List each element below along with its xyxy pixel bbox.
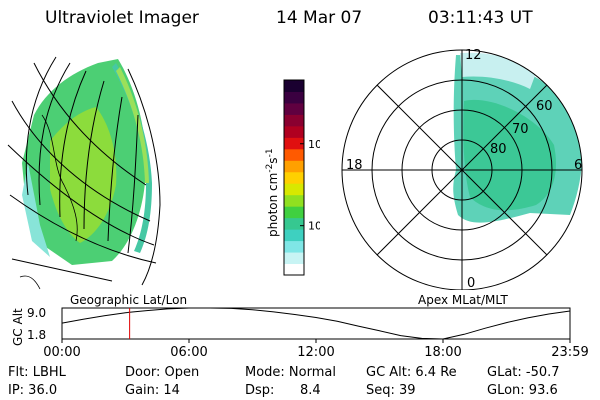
colorbar-block <box>284 125 304 138</box>
timeline-ytick-min: 1.8 <box>27 328 46 342</box>
colorbar-block <box>284 217 304 230</box>
mlat-label-70: 70 <box>512 122 529 137</box>
colorbar-blocks <box>284 80 304 276</box>
colorbar-block <box>284 263 304 276</box>
colorbar-frame <box>283 79 305 276</box>
colorbar-block <box>284 148 304 161</box>
aurora-emission-core <box>50 107 117 243</box>
colorbar-tick-label: 10 <box>308 220 320 233</box>
colorbar-block <box>284 229 304 242</box>
timeline-xtick-label: 18:00 <box>424 345 461 360</box>
colorbar-block <box>284 252 304 265</box>
colorbar-block <box>284 194 304 207</box>
timeline-xtick-labels: 00:00 06:00 12:00 18:00 23:59 <box>43 345 588 360</box>
timeline-xtick-label: 00:00 <box>43 345 80 360</box>
mlt-label-18: 18 <box>346 158 363 173</box>
gain-field: Gain: 14 <box>125 383 180 398</box>
geographic-projection-label: Geographic Lat/Lon <box>70 293 188 307</box>
color-scale-bar: 100 10 photon cm-2s-1 <box>265 79 320 276</box>
mode-field: Mode: Normal <box>245 365 336 380</box>
seq-field: Seq: 39 <box>366 383 416 398</box>
lat-lon-grid <box>7 56 161 290</box>
colorbar-block <box>284 240 304 253</box>
colorbar-block <box>284 91 304 104</box>
colorbar-block <box>284 137 304 150</box>
door-field: Door: Open <box>125 365 200 380</box>
aurora-oval-fringe <box>460 52 536 89</box>
geographic-image <box>7 56 161 290</box>
aurora-oval-core <box>463 99 556 211</box>
image-date: 14 Mar 07 <box>276 8 363 28</box>
colorbar-block <box>284 183 304 196</box>
colorbar-block <box>284 102 304 115</box>
colorbar-ticks: 100 10 <box>300 138 320 233</box>
mlt-label-12: 12 <box>465 48 482 63</box>
apex-projection-label: Apex MLat/MLT <box>418 293 508 307</box>
gc-alt-field: GC Alt: 6.4 Re <box>366 365 457 380</box>
polar-grid <box>341 49 583 290</box>
timeline-ytick-max: 9.0 <box>27 306 46 320</box>
colorbar-tick-label: 100 <box>308 138 320 151</box>
colorbar-block <box>284 160 304 173</box>
mlt-label-6: 6 <box>574 158 582 173</box>
timeline-xticks-marks <box>61 339 571 343</box>
image-time: 03:11:43 UT <box>428 8 533 28</box>
timeline-xtick-label: 06:00 <box>170 345 207 360</box>
dsp-label: Dsp: <box>245 383 275 398</box>
colorbar-block <box>284 171 304 184</box>
mlt-label-0: 0 <box>467 276 475 290</box>
dsp-value: 8.4 <box>300 383 321 398</box>
instrument-title: Ultraviolet Imager <box>45 8 199 28</box>
timeline-xtick-label: 12:00 <box>297 345 334 360</box>
colorbar-block <box>284 206 304 219</box>
aurora-emission-edge <box>22 163 50 257</box>
colorbar-block <box>284 114 304 127</box>
filter-field: Flt: LBHL <box>8 365 66 380</box>
glat-field: GLat: -50.7 <box>487 365 560 380</box>
mlat-label-60: 60 <box>536 99 553 114</box>
altitude-timeline-chart: GC Alt 9.0 1.8 00:00 06:00 12:00 18:00 23:59 <box>11 306 589 360</box>
mlat-label-80: 80 <box>490 142 507 157</box>
colorbar-unit-label: photon cm-2s-1 <box>265 148 280 237</box>
aurora-emission-arc-inner <box>116 67 149 183</box>
glon-field: GLon: 93.6 <box>487 383 558 398</box>
colorbar-block <box>284 80 304 92</box>
timeline-ylabel: GC Alt <box>11 308 25 346</box>
ip-field: IP: 36.0 <box>8 383 58 398</box>
timeline-xtick-label: 23:59 <box>551 345 588 360</box>
altitude-series-line <box>61 307 571 340</box>
polar-mlat-mlt-plot: 12 18 6 0 60 70 80 <box>341 48 583 290</box>
timeline-frame <box>61 307 571 340</box>
